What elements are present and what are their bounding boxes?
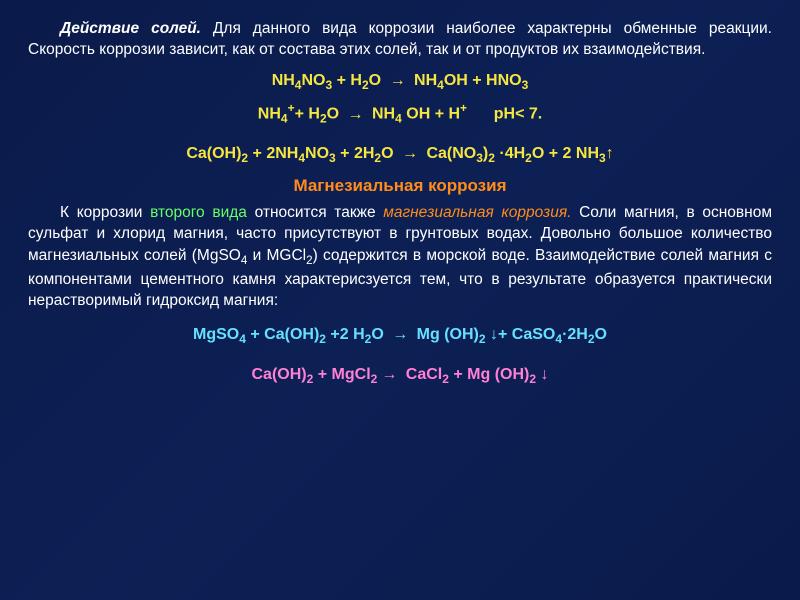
arrow-icon: → bbox=[388, 323, 412, 346]
section-magnesia: К коррозии второго вида относится также … bbox=[28, 202, 772, 312]
down-arrow-icon: ↓ bbox=[486, 326, 498, 343]
equation-1: NH4NO3 + H2O → NH4OH + HNO3 bbox=[28, 69, 772, 95]
up-arrow-icon: ↑ bbox=[606, 145, 614, 162]
equation-3: Ca(OH)2 + 2NH4NO3 + 2H2O → Ca(NO3)2 ·4H2… bbox=[28, 142, 772, 168]
arrow-icon: → bbox=[386, 69, 410, 92]
salt-action-title: Действие солей. bbox=[60, 20, 201, 37]
magnesia-corrosion-label: магнезиальная коррозия. bbox=[383, 204, 571, 221]
equation-4: MgSO4 + Ca(OH)2 +2 H2O → Mg (OH)2 ↓+ CaS… bbox=[28, 323, 772, 349]
equation-5: Ca(OH)2 + MgCl2→ CaCl2 + Mg (OH)2 ↓ bbox=[28, 363, 772, 389]
down-arrow-icon: ↓ bbox=[536, 366, 548, 383]
section-salt-action: Действие солей. Для данного вида коррози… bbox=[28, 18, 772, 61]
second-kind-label: второго вида bbox=[150, 204, 247, 221]
equation-2: NH4++ H2O → NH4 OH + H+ pH< 7. bbox=[28, 100, 772, 128]
arrow-icon: → bbox=[377, 363, 401, 386]
arrow-icon: → bbox=[398, 142, 422, 165]
arrow-icon: → bbox=[344, 103, 368, 126]
magnesia-title: Магнезиальная коррозия bbox=[28, 176, 772, 196]
